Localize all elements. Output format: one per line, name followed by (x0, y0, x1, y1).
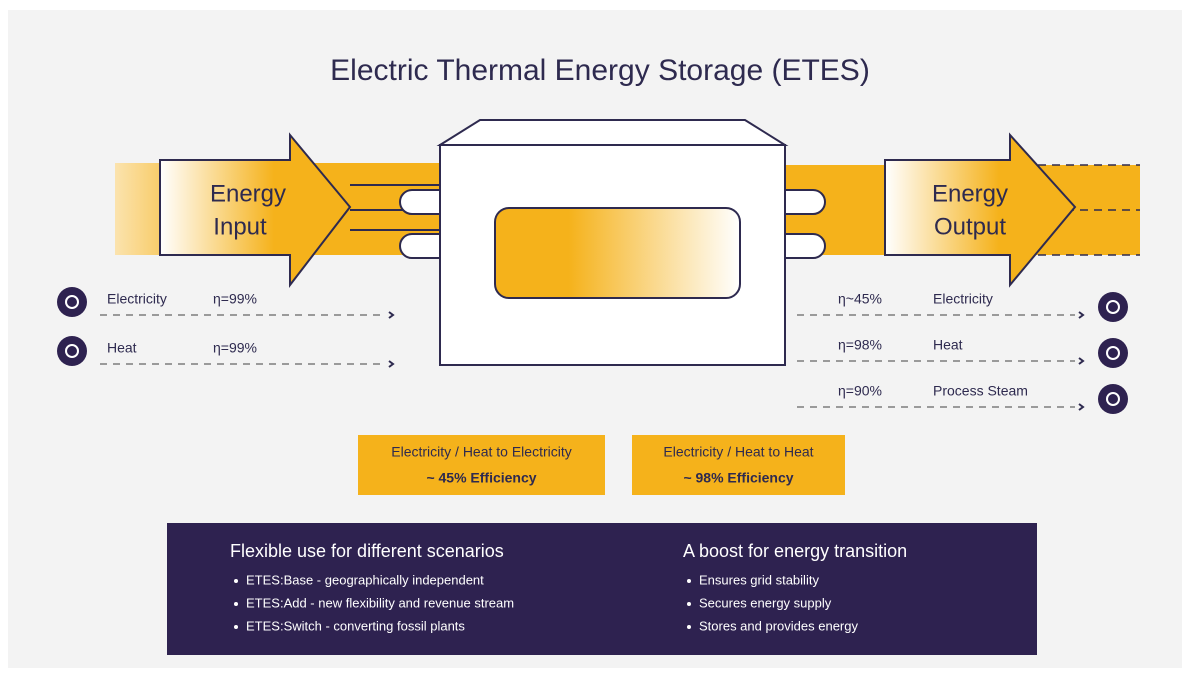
bullet-dot (234, 602, 238, 606)
chevron (388, 360, 395, 368)
icon-glyph (1106, 300, 1120, 314)
title: Electric Thermal Energy Storage (ETES) (330, 54, 870, 87)
panel-bullet: ETES:Add - new flexibility and revenue s… (246, 595, 514, 610)
box-top (436, 119, 789, 146)
panel-bullet: Stores and provides energy (699, 618, 858, 633)
efficiency-value: ~ 45% Efficiency (426, 470, 536, 486)
chevron (1078, 357, 1085, 365)
chevron (1078, 403, 1085, 411)
efficiency-title: Electricity / Heat to Heat (663, 444, 813, 460)
output-pipes (785, 189, 826, 259)
efficiency-box (632, 435, 845, 495)
input-efficiency: η=99% (213, 340, 257, 356)
icon (57, 287, 87, 317)
icon (1098, 384, 1128, 414)
icon-glyph (65, 295, 79, 309)
output-label: Energy (932, 180, 1008, 207)
icon (1098, 292, 1128, 322)
efficiency-value: ~ 98% Efficiency (683, 470, 793, 486)
input-arrow (159, 132, 352, 288)
bullet-dot (234, 579, 238, 583)
panel-bullet: ETES:Base - geographically independent (246, 572, 484, 587)
output-name: Heat (933, 337, 963, 353)
input-pipes (399, 189, 440, 259)
icon (1098, 338, 1128, 368)
icon-glyph (1106, 392, 1120, 406)
input-efficiency: η=99% (213, 291, 257, 307)
output-name: Process Steam (933, 383, 1028, 399)
panel-bullet: ETES:Switch - converting fossil plants (246, 618, 465, 633)
output-efficiency: η=98% (838, 337, 882, 353)
storage-core (494, 207, 741, 299)
input-name: Heat (107, 340, 137, 356)
efficiency-title: Electricity / Heat to Electricity (391, 444, 572, 460)
panel-bullet: Secures energy supply (699, 595, 832, 610)
input-label: Input (213, 213, 267, 240)
output-arrow (884, 132, 1077, 288)
output-label: Output (934, 213, 1006, 240)
icon (57, 336, 87, 366)
panel-heading: Flexible use for different scenarios (230, 541, 504, 561)
panel-heading: A boost for energy transition (683, 541, 907, 561)
chevron (388, 311, 395, 319)
output-efficiency: η~45% (838, 291, 882, 307)
bullet-dot (687, 625, 691, 629)
input-label: Energy (210, 180, 286, 207)
info-panel (167, 523, 1037, 655)
panel-bullet: Ensures grid stability (699, 572, 819, 587)
chevron (1078, 311, 1085, 319)
icon-glyph (65, 344, 79, 358)
output-name: Electricity (933, 291, 993, 307)
bullet-dot (687, 579, 691, 583)
output-efficiency: η=90% (838, 383, 882, 399)
icon-glyph (1106, 346, 1120, 360)
bullet-dot (234, 625, 238, 629)
bullet-dot (687, 602, 691, 606)
efficiency-box (358, 435, 605, 495)
input-name: Electricity (107, 291, 167, 307)
